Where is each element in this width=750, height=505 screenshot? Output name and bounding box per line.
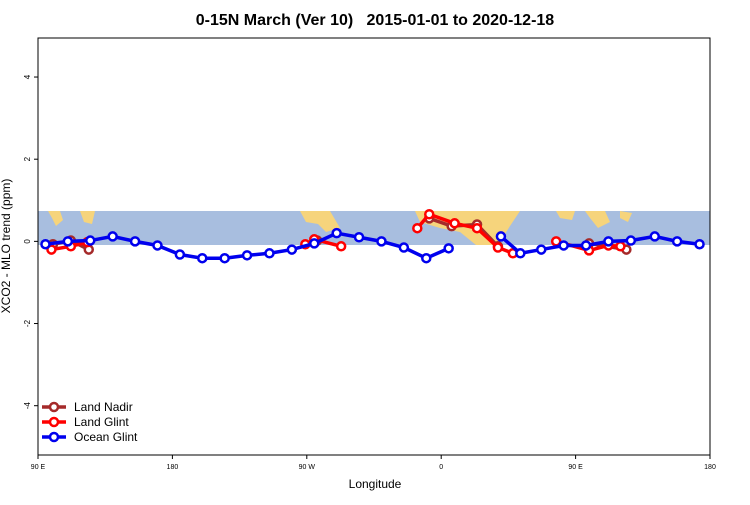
point [449, 218, 460, 229]
point [649, 231, 660, 242]
point [264, 248, 275, 259]
point [495, 231, 507, 242]
point [107, 231, 118, 242]
point [536, 244, 547, 255]
x-tick-label: 90 E [568, 464, 583, 471]
point [580, 240, 592, 251]
point [152, 240, 163, 251]
plot-frame [37, 37, 711, 456]
point [286, 244, 298, 255]
point [174, 249, 186, 260]
legend-label: Ocean Glint [74, 430, 138, 444]
point [241, 250, 253, 261]
y-axis-label: XCO2 - MLO trend (ppm) [0, 179, 13, 314]
point [129, 236, 141, 247]
y-tick-label: -2 [23, 319, 32, 327]
point [309, 238, 320, 249]
point [424, 208, 435, 220]
point [376, 236, 387, 247]
point [331, 227, 342, 239]
point [694, 238, 705, 250]
legend-marker [48, 401, 60, 413]
x-tick-label: 180 [704, 464, 716, 471]
legend-label: Land Glint [74, 415, 129, 429]
point [335, 241, 347, 252]
point [40, 238, 51, 250]
point [353, 232, 365, 243]
x-axis-label: Longitude [349, 477, 402, 491]
point [625, 235, 637, 246]
point [492, 242, 504, 253]
point [421, 252, 432, 264]
x-tick-label: 180 [167, 464, 179, 471]
point [412, 222, 423, 234]
y-tick-label: 2 [23, 156, 32, 161]
point [443, 243, 454, 254]
point [197, 252, 208, 264]
point [85, 235, 96, 246]
legend-label: Land Nadir [74, 400, 133, 414]
y-tick-label: 0 [23, 239, 32, 244]
legend-marker [48, 416, 60, 428]
point [515, 248, 526, 259]
point [398, 242, 410, 253]
point [615, 241, 626, 252]
x-tick-label: 90 W [299, 464, 316, 471]
point [603, 236, 614, 247]
y-tick-label: 4 [23, 74, 32, 79]
point [558, 240, 569, 251]
chart-title: 0-15N March (Ver 10) 2015-01-01 to 2020-… [196, 12, 555, 29]
point [62, 236, 74, 247]
x-tick-label: 0 [439, 464, 443, 471]
point [671, 236, 683, 247]
legend-marker [48, 431, 60, 443]
point [471, 222, 483, 234]
x-tick-label: 90 E [31, 464, 46, 471]
point [219, 252, 230, 264]
y-tick-label: -4 [23, 402, 32, 410]
